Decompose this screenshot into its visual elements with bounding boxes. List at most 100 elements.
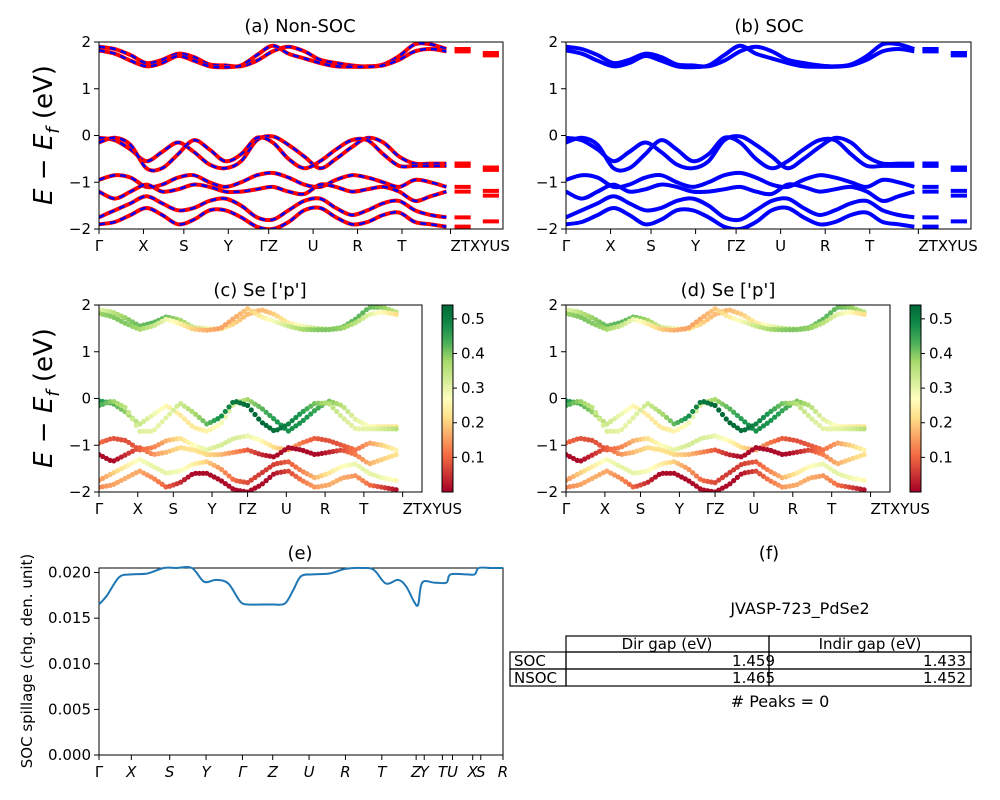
panel-d-xtick-label: U	[748, 500, 759, 518]
panel-d-point	[742, 419, 748, 425]
panel-d-point	[820, 461, 826, 467]
panel-a-band-line	[99, 183, 447, 203]
panel-d-point	[723, 307, 729, 314]
panel-c-ytick-label: −1	[69, 436, 91, 454]
panel-d-point	[682, 452, 688, 458]
panel-c-point	[360, 466, 366, 472]
panel-e-xtick-label: R	[340, 763, 350, 781]
panel-c-point	[215, 464, 221, 470]
panel-c-point	[304, 414, 310, 420]
panel-d-point	[652, 406, 659, 412]
table-row-soc-label: SOC	[514, 652, 546, 670]
panel-b-xtick-label: S	[646, 237, 656, 255]
panel-c-point	[181, 416, 188, 422]
panel-d-ytick-label: 2	[548, 296, 558, 314]
panel-d-point	[712, 402, 718, 409]
panel-c-points	[99, 305, 399, 492]
panel-d-point	[779, 451, 785, 457]
panel-c-point	[393, 477, 399, 483]
panel-c-point	[263, 478, 269, 484]
panel-d-point	[820, 451, 826, 458]
panel-d-xtick-label: S	[636, 500, 646, 518]
panel-d-point	[757, 418, 763, 424]
panel-c-point	[256, 483, 262, 489]
panel-c-point	[178, 479, 184, 485]
panel-e-ytick-label: 0.010	[48, 655, 91, 673]
panel-c-point	[267, 474, 273, 480]
panel-c-point	[308, 327, 314, 333]
panel-d-point	[704, 311, 711, 317]
panel-b-ytick-label: −2	[536, 220, 558, 238]
panel-c-point	[140, 418, 147, 425]
panel-d-point	[779, 327, 785, 333]
panel-c-colorbar-label: 0.3	[461, 379, 485, 397]
panel-c-point	[311, 408, 318, 414]
panel-c-point	[178, 401, 184, 407]
panel-d-point	[600, 418, 606, 424]
panel-c-point	[133, 422, 139, 428]
panel-c-point	[137, 428, 143, 434]
panel-c-point	[274, 452, 280, 458]
panel-c-point	[192, 326, 199, 333]
panel-d-xtick-label: T	[826, 500, 837, 518]
panel-c-point	[386, 426, 392, 432]
panel-d-point	[619, 426, 625, 433]
panel-d-point	[690, 408, 696, 415]
panel-d-point	[667, 327, 673, 333]
panel-b-band-line	[566, 194, 915, 223]
panel-c-point	[267, 412, 273, 419]
panel-a-bands	[99, 42, 499, 229]
panel-c-point	[293, 464, 299, 470]
panel-c-point	[263, 422, 269, 428]
panel-e-xtick-label: Y	[420, 763, 431, 781]
panel-d-point	[824, 475, 830, 481]
panel-c-point	[200, 327, 206, 333]
panel-d-point	[708, 314, 714, 320]
panel-c-title: (c) Se ['p']	[213, 280, 306, 301]
panel-c-point	[218, 325, 225, 331]
panel-c-point	[159, 405, 165, 412]
panel-d-point	[734, 474, 740, 480]
panel-c-point	[378, 426, 384, 432]
panel-b-ytick-label: 1	[548, 80, 558, 98]
panel-c-point	[267, 464, 273, 470]
panel-d-point	[734, 464, 740, 470]
panel-c-point	[304, 406, 310, 412]
panel-c-point	[360, 477, 366, 484]
panel-c-point	[289, 461, 295, 468]
panel-d-point	[749, 468, 755, 475]
panel-d-point	[760, 423, 767, 429]
panel-a-xtick-label: Y	[223, 237, 234, 255]
panel-e-ytick-label: 0.015	[48, 609, 91, 627]
panel-d-point	[757, 471, 763, 477]
panel-c-point	[360, 426, 366, 432]
panel-d-point	[783, 405, 789, 411]
panel-b-band-line	[566, 182, 915, 203]
panel-d-point	[716, 407, 722, 413]
panel-c-xtick-label: Γ	[95, 500, 104, 518]
panel-d-point	[678, 452, 685, 458]
panel-c-point	[230, 316, 236, 322]
panel-c-point	[252, 401, 258, 407]
panel-c-point	[222, 480, 228, 487]
panel-d-point	[779, 435, 785, 442]
gap-table: Dir gap (eV) Indir gap (eV) SOC 1.459 1.…	[509, 635, 972, 687]
panel-a-band-line	[99, 134, 447, 170]
panel-b-ytick-label: 2	[548, 33, 558, 51]
panel-c-point	[174, 410, 180, 416]
panel-d-point	[664, 414, 670, 421]
panel-d-point	[861, 426, 867, 432]
panel-c-point	[222, 408, 228, 415]
panel-c-point	[293, 473, 299, 479]
panel-d-point	[820, 425, 826, 432]
panel-e-xtick-label: Z	[267, 763, 279, 781]
panel-b-band-line	[566, 205, 915, 229]
panel-d-point	[772, 414, 778, 420]
table-header-dir: Dir gap (eV)	[622, 635, 713, 653]
panel-c-point	[163, 415, 169, 421]
table-header-indir: Indir gap (eV)	[819, 635, 922, 653]
panel-c-point	[282, 447, 288, 453]
panel-f-title: (f)	[759, 543, 779, 564]
panel-c-point	[293, 414, 299, 421]
panel-c-point	[356, 318, 362, 324]
